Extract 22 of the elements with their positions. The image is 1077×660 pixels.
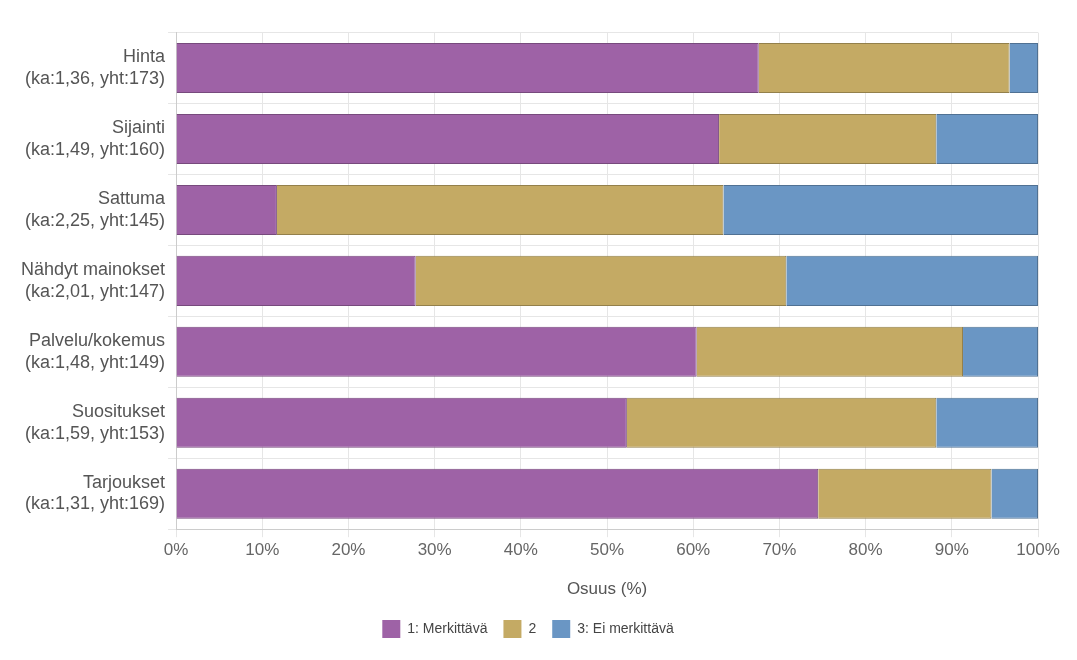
y-tick-label: Suositukset (ka:1,59, yht:153) (24, 400, 166, 443)
legend-label: 1: Merkittävä (407, 619, 488, 636)
x-tick-label: 20% (331, 540, 366, 560)
y-tick-label: Tarjoukset (ka:1,31, yht:169) (24, 471, 166, 514)
x-tick-label: 60% (676, 540, 711, 560)
x-tick-label: 50% (590, 540, 625, 560)
y-tick-label: Sattuma (ka:2,25, yht:145) (24, 188, 167, 230)
x-tick-label: 30% (417, 540, 452, 560)
x-tick-label: 40% (503, 540, 538, 560)
x-axis-title: Osuus (%) (566, 579, 648, 599)
y-tick-label: Nähdyt mainokset (ka:2,01, yht:147) (20, 259, 166, 301)
legend-label: 3: Ei merkittävä (577, 619, 674, 636)
y-tick-label: Palvelu/kokemus (ka:1,48, yht:149) (24, 330, 166, 372)
y-tick-label: Sijainti (ka:1,49, yht:160) (24, 117, 166, 159)
x-tick-label: 10% (245, 540, 280, 560)
y-tick-label: Hinta (ka:1,36, yht:173) (24, 46, 167, 88)
x-tick-label: 100% (1016, 540, 1060, 560)
x-tick-label: 0% (163, 540, 189, 560)
legend-label: 2 (528, 619, 537, 636)
x-tick-label: 70% (762, 540, 797, 560)
x-tick-label: 90% (934, 540, 969, 560)
x-tick-label: 80% (848, 540, 883, 560)
